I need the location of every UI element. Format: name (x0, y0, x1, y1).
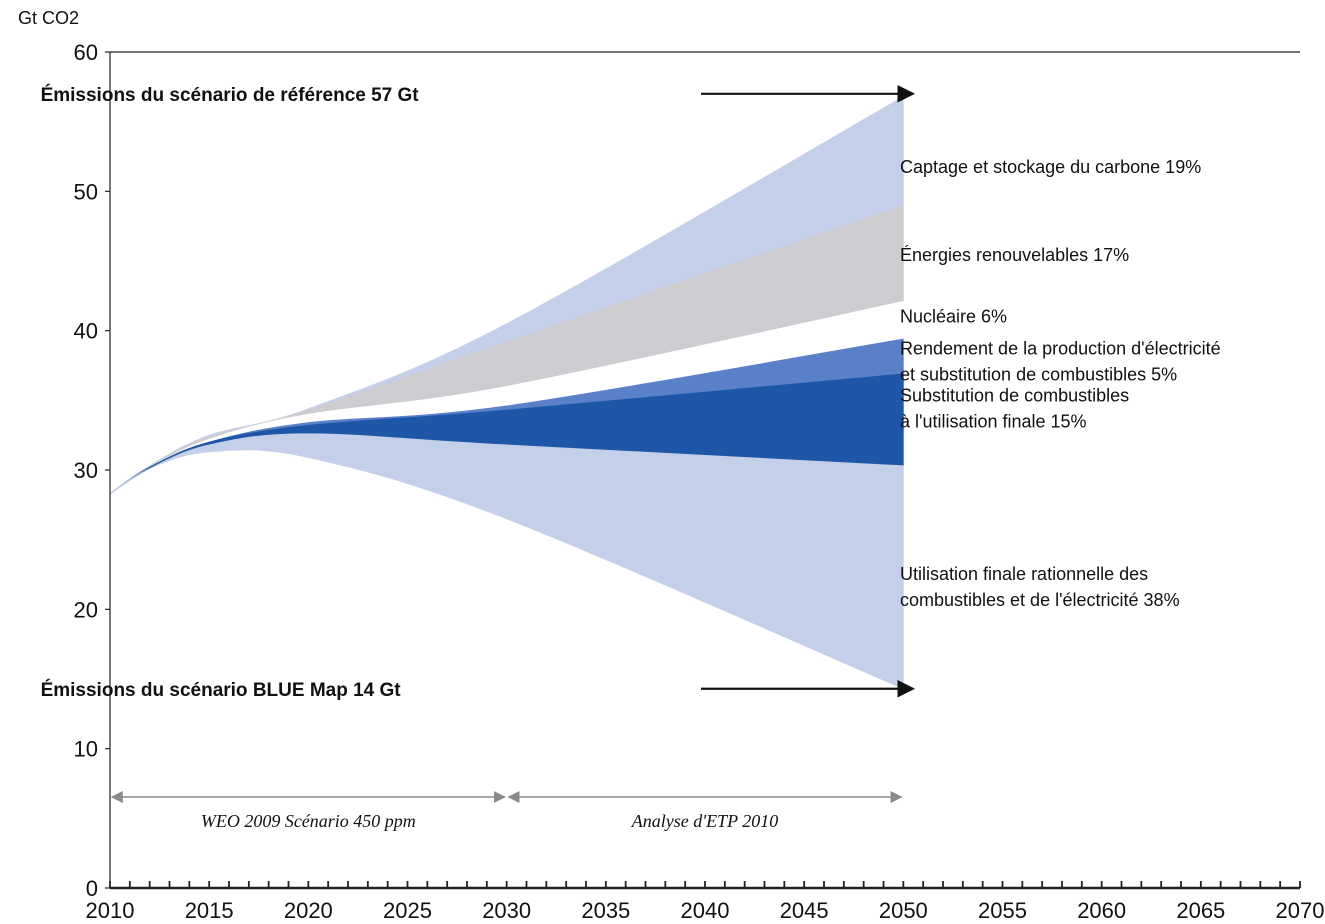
period-label-2: Analyse d'ETP 2010 (631, 811, 779, 831)
y-tick-label: 0 (86, 876, 98, 901)
y-tick-label: 50 (74, 179, 98, 204)
chart-annotations: Émissions du scénario de référence 57 Gt… (41, 84, 916, 701)
x-tick-label: 2035 (581, 898, 630, 923)
series-label-5: Substitution de combustibles à l'utilisat… (900, 386, 1129, 432)
x-tick-label: 2040 (681, 898, 730, 923)
wedge-areas (109, 95, 904, 690)
x-tick-label: 2015 (185, 898, 234, 923)
series-label-3: Nucléaire 6% (900, 306, 1007, 326)
x-tick-label: 2045 (780, 898, 829, 923)
area-series-6 (109, 433, 904, 690)
series-label-2: Énergies renouvelables 17% (900, 245, 1129, 265)
x-tick-label: 2055 (978, 898, 1027, 923)
y-tick-label: 60 (74, 40, 98, 65)
annotation-label-2: Émissions du scénario BLUE Map 14 Gt (41, 679, 402, 701)
x-tick-label: 2050 (879, 898, 928, 923)
series-label-4: Rendement de la production d'électricité… (900, 338, 1221, 384)
y-tick-label: 10 (74, 737, 98, 762)
x-tick-label: 2070 (1276, 898, 1325, 923)
y-tick-label: 40 (74, 319, 98, 344)
period-label-1: WEO 2009 Scénario 450 ppm (201, 811, 416, 831)
y-tick-label: 20 (74, 597, 98, 622)
series-label-1: Captage et stockage du carbone 19% (900, 157, 1201, 177)
series-labels: Captage et stockage du carbone 19% Énergi… (900, 157, 1221, 610)
x-tick-label: 2060 (1077, 898, 1126, 923)
annotation-label-1: Émissions du scénario de référence 57 Gt (41, 84, 420, 106)
x-tick-label: 2065 (1176, 898, 1225, 923)
y-axis-unit-label: Gt CO2 (18, 8, 80, 28)
x-tick-label: 2010 (86, 898, 135, 923)
period-markers: WEO 2009 Scénario 450 ppm Analyse d'ETP 2… (110, 791, 903, 831)
x-tick-label: 2030 (482, 898, 531, 923)
y-tick-label: 30 (74, 458, 98, 483)
series-label-6: Utilisation finale rationnelle des combus… (900, 564, 1180, 610)
x-tick-label: 2020 (284, 898, 333, 923)
x-tick-label: 2025 (383, 898, 432, 923)
